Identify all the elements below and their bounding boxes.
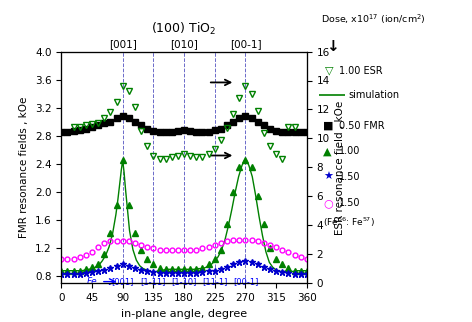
Title: (100) TiO$_2$: (100) TiO$_2$ (152, 21, 217, 37)
Text: 1.00 ESR: 1.00 ESR (339, 66, 382, 76)
Text: ↓: ↓ (326, 39, 339, 54)
Text: [1-10]: [1-10] (171, 277, 197, 286)
Text: [11-1]: [11-1] (202, 277, 228, 286)
Text: Dose, x10$^{17}$ (ion/cm$^2$): Dose, x10$^{17}$ (ion/cm$^2$) (321, 13, 426, 26)
Text: ▽: ▽ (325, 66, 333, 76)
Text: [1-11]: [1-11] (141, 277, 166, 286)
Text: 1.00: 1.00 (339, 146, 360, 156)
Y-axis label: ESR resonance field , kOe: ESR resonance field , kOe (335, 100, 346, 234)
Text: (Fe$^{56}$: Fe$^{57}$): (Fe$^{56}$: Fe$^{57}$) (323, 215, 375, 229)
X-axis label: in-plane angle, degree: in-plane angle, degree (121, 309, 247, 319)
Text: 1.50: 1.50 (339, 172, 361, 182)
Text: Fe: Fe (87, 277, 97, 286)
Text: 1.50: 1.50 (339, 198, 361, 208)
Text: 0.50 FMR: 0.50 FMR (339, 120, 385, 131)
Text: ★: ★ (323, 172, 333, 182)
Text: ○: ○ (323, 198, 333, 208)
Text: simulation: simulation (348, 90, 399, 100)
Y-axis label: FMR resonance fields , kOe: FMR resonance fields , kOe (19, 97, 29, 238)
Text: [001]: [001] (111, 277, 134, 286)
Text: [00-1]: [00-1] (233, 277, 258, 286)
Text: ■: ■ (323, 120, 334, 131)
Text: ▲: ▲ (323, 146, 332, 156)
